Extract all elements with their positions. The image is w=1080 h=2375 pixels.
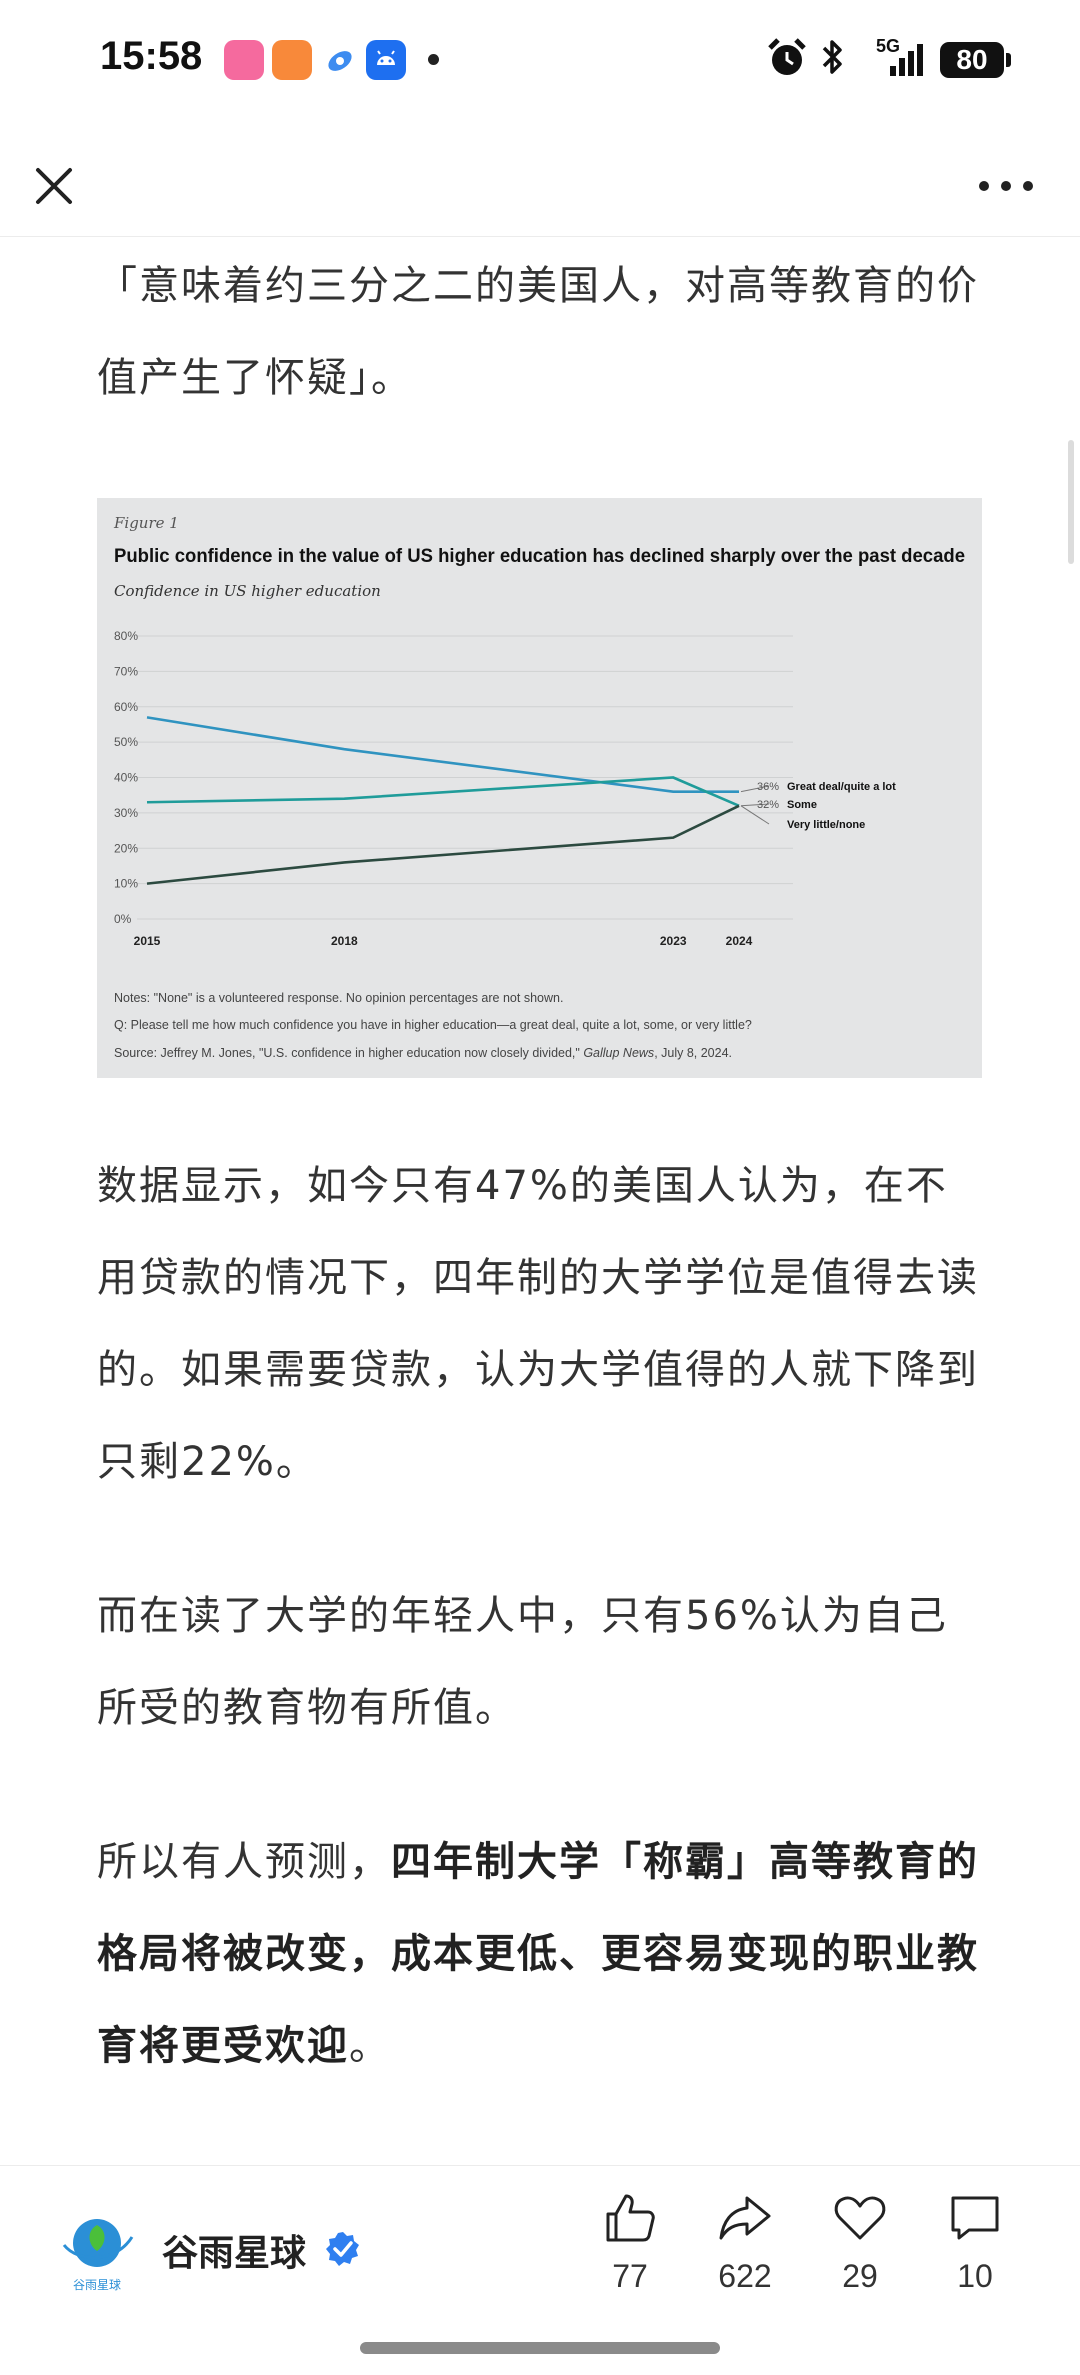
series-end-value-label: 32% [757, 799, 779, 811]
comment-count: 10 [925, 2258, 1025, 2295]
y-tick-label: 50% [114, 735, 138, 749]
android-app-icon [366, 40, 406, 80]
thumbs-up-icon [602, 2190, 658, 2246]
series-name-label: Some [787, 799, 817, 811]
x-tick-label: 2023 [660, 934, 687, 948]
bilibili-icon [224, 40, 264, 80]
article-paragraph: 数据显示，如今只有47%的美国人认为，在不用贷款的情况下，四年制的大学学位是值得… [97, 1140, 983, 1508]
like-button[interactable]: 77 [580, 2190, 680, 2295]
y-tick-label: 20% [114, 841, 138, 855]
share-button[interactable]: 622 [695, 2190, 795, 2295]
y-tick-label: 30% [114, 806, 138, 820]
home-indicator[interactable] [360, 2342, 720, 2354]
taobao-app-icon [272, 40, 312, 80]
x-tick-label: 2024 [726, 934, 753, 948]
source-prefix: Source: Jeffrey M. Jones, "U.S. confiden… [114, 1046, 583, 1060]
figure-source: Source: Jeffrey M. Jones, "U.S. confiden… [114, 1046, 732, 1060]
heart-icon [832, 2190, 888, 2246]
series-line-great-deal-quite-a-lot [147, 717, 739, 791]
chart-title: Public confidence in the value of US hig… [114, 546, 965, 567]
article-paragraph: 所以有人预测，四年制大学「称霸」高等教育的格局将被改变，成本更低、更容易变现的职… [97, 1816, 983, 2092]
status-time: 15:58 [100, 34, 202, 79]
paragraph-suffix: 。 [349, 2023, 391, 2069]
like-count: 77 [580, 2258, 680, 2295]
series-line-very-little-none [147, 806, 739, 884]
close-icon[interactable] [30, 162, 78, 210]
comment-button[interactable]: 10 [925, 2190, 1025, 2295]
y-tick-label: 60% [114, 700, 138, 714]
source-suffix: , July 8, 2024. [654, 1046, 732, 1060]
share-arrow-icon [717, 2190, 773, 2246]
battery-indicator: 80 [940, 42, 1004, 78]
figure-question: Q: Please tell me how much confidence yo… [114, 1018, 752, 1032]
chart-figure[interactable]: Figure 1 Public confidence in the value … [97, 498, 982, 1078]
y-tick-label: 40% [114, 771, 138, 785]
verified-badge-icon [324, 2230, 362, 2268]
browser-app-icon [320, 40, 360, 80]
y-tick-label: 70% [114, 664, 138, 678]
series-end-value-label: 36% [757, 781, 779, 793]
status-bar: 15:58 5G 80 [0, 0, 1080, 120]
top-nav-bar [0, 120, 1080, 237]
notification-dot-icon [428, 54, 439, 65]
page-scrollbar[interactable] [1068, 440, 1074, 564]
bluetooth-icon [818, 36, 848, 80]
series-name-label: Great deal/quite a lot [787, 781, 896, 793]
x-tick-label: 2015 [134, 934, 161, 948]
chart-subtitle: Confidence in US higher education [114, 582, 381, 600]
more-options-icon[interactable] [976, 176, 1036, 196]
paragraph-prefix: 所以有人预测， [97, 1839, 391, 1885]
comment-bubble-icon [947, 2190, 1003, 2246]
author-avatar[interactable]: 谷雨星球 [52, 2205, 142, 2295]
series-line-some [147, 778, 739, 806]
y-tick-label: 0% [114, 912, 132, 926]
source-publication: Gallup News [583, 1046, 654, 1060]
favorite-button[interactable]: 29 [810, 2190, 910, 2295]
signal-icon [876, 44, 926, 78]
avatar-caption: 谷雨星球 [73, 2278, 121, 2292]
figure-label: Figure 1 [113, 514, 179, 532]
article-paragraph: 「意味着约三分之二的美国人，对高等教育的价值产生了怀疑」。 [97, 240, 983, 424]
author-name[interactable]: 谷雨星球 [162, 2224, 306, 2276]
alarm-icon [766, 36, 808, 80]
globe-logo-icon: 谷雨星球 [52, 2205, 142, 2295]
figure-note: Notes: "None" is a volunteered response.… [114, 991, 563, 1005]
y-tick-label: 10% [114, 877, 138, 891]
article-paragraph: 而在读了大学的年轻人中，只有56%认为自己所受的教育物有所值。 [97, 1570, 983, 1754]
favorite-count: 29 [810, 2258, 910, 2295]
share-count: 622 [695, 2258, 795, 2295]
x-tick-label: 2018 [331, 934, 358, 948]
y-tick-label: 80% [114, 629, 138, 643]
line-chart: Figure 1 Public confidence in the value … [97, 498, 982, 1078]
series-name-label: Very little/none [787, 819, 865, 831]
